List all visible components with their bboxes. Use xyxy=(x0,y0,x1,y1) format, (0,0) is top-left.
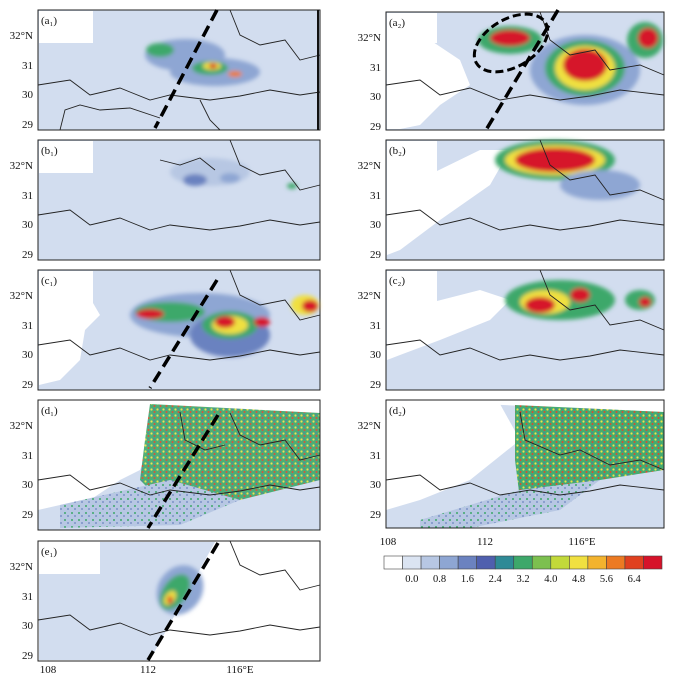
panel-label: (d₁) xyxy=(41,405,58,417)
colorbar-tick-label: 2.4 xyxy=(489,574,503,585)
colorbar-tick-label: 1.6 xyxy=(461,574,474,585)
latitude-tick-label: 31 xyxy=(370,450,381,462)
colorbar-segment xyxy=(643,555,663,570)
latitude-tick-label: 29 xyxy=(370,379,382,391)
latitude-tick-label: 31 xyxy=(370,62,381,74)
panel-a2: (a₂) xyxy=(385,9,665,131)
colorbar-segment xyxy=(513,555,533,570)
colorbar-segment xyxy=(624,555,644,570)
longitude-tick-label: 116°E xyxy=(568,536,595,548)
longitude-tick-labels: 108 108 112 112 116°E 116°E xyxy=(40,536,596,676)
longitude-tick-label: 116°E xyxy=(226,664,253,676)
latitude-tick-label: 29 xyxy=(22,249,34,261)
latitude-tick-label: 29 xyxy=(370,121,382,133)
panel-d2: (d₂) xyxy=(385,399,665,529)
panel-c2: (c₂) xyxy=(385,269,665,391)
colorbar: 0.0 0.8 1.6 2.4 3.2 4.0 4.8 5.6 6.4 xyxy=(383,555,663,585)
latitude-tick-label: 29 xyxy=(22,379,34,391)
colorbar-tick-label: 4.8 xyxy=(572,574,585,585)
colorbar-segment xyxy=(531,555,552,570)
colorbar-tick-label: 0.8 xyxy=(433,574,446,585)
colorbar-segment xyxy=(420,555,440,570)
latitude-tick-label: 29 xyxy=(22,119,34,131)
colorbar-segment xyxy=(606,555,626,570)
panel-label: (a₂) xyxy=(389,17,405,29)
colorbar-segment xyxy=(383,555,403,570)
latitude-tick-label: 32°N xyxy=(358,160,381,172)
colorbar-segment xyxy=(587,555,607,570)
latitude-tick-label: 30 xyxy=(22,89,34,101)
latitude-tick-label: 31 xyxy=(370,190,381,202)
colorbar-segment xyxy=(569,555,589,570)
latitude-tick-label: 32°N xyxy=(358,420,381,432)
colorbar-segment xyxy=(476,555,496,570)
latitude-tick-label: 32°N xyxy=(10,290,33,302)
latitude-tick-label: 32°N xyxy=(10,160,33,172)
latitude-tick-label: 30 xyxy=(22,620,34,632)
colorbar-segment xyxy=(402,555,422,570)
latitude-tick-label: 30 xyxy=(370,349,382,361)
latitude-tick-label: 30 xyxy=(22,219,34,231)
latitude-tick-label: 32°N xyxy=(10,561,33,573)
colorbar-segment xyxy=(550,555,570,570)
panel-label: (a₁) xyxy=(41,15,57,27)
panel-label: (b₂) xyxy=(389,145,406,157)
colorbar-tick-label: 4.0 xyxy=(544,574,557,585)
latitude-tick-label: 31 xyxy=(370,320,381,332)
colorbar-tick-label: 5.6 xyxy=(600,574,613,585)
longitude-tick-label: 112 xyxy=(477,536,493,548)
colorbar-segment xyxy=(494,555,515,570)
colorbar-segment xyxy=(439,555,459,570)
latitude-tick-label: 31 xyxy=(22,190,33,202)
longitude-tick-label: 112 xyxy=(140,664,156,676)
panel-label: (c₂) xyxy=(389,275,405,287)
colorbar-tick-label: 3.2 xyxy=(516,574,529,585)
latitude-tick-label: 30 xyxy=(22,349,34,361)
colorbar-tick-label: 6.4 xyxy=(628,574,642,585)
latitude-tick-label: 29 xyxy=(22,509,34,521)
longitude-tick-label: 108 xyxy=(40,664,57,676)
panel-b2: (b₂) xyxy=(385,139,665,261)
latitude-tick-label: 31 xyxy=(22,591,33,603)
latitude-tick-label: 30 xyxy=(370,479,382,491)
latitude-tick-label: 30 xyxy=(22,479,34,491)
latitude-tick-label: 32°N xyxy=(10,420,33,432)
latitude-tick-label: 29 xyxy=(370,509,382,521)
panel-label: (b₁) xyxy=(41,145,58,157)
panel-label: (e₁) xyxy=(41,546,57,558)
latitude-tick-label: 29 xyxy=(22,650,34,662)
colorbar-segment xyxy=(457,555,477,570)
latitude-tick-label: 32°N xyxy=(358,32,381,44)
panel-b1: (b₁) xyxy=(37,139,321,261)
panel-e1: (e₁) xyxy=(37,540,321,662)
latitude-tick-label: 31 xyxy=(22,320,33,332)
latitude-tick-label: 29 xyxy=(370,249,382,261)
latitude-tick-label: 31 xyxy=(22,450,33,462)
panel-label: (c₁) xyxy=(41,275,57,287)
latitude-tick-label: 30 xyxy=(370,219,382,231)
longitude-tick-label: 108 xyxy=(380,536,397,548)
latitude-tick-label: 32°N xyxy=(10,30,33,42)
latitude-tick-label: 30 xyxy=(370,91,382,103)
panel-label: (d₂) xyxy=(389,405,406,417)
panel-a1: (a₁) xyxy=(37,9,321,131)
panel-d1: (d₁) xyxy=(37,399,321,531)
latitude-tick-label: 31 xyxy=(22,60,33,72)
latitude-tick-label: 32°N xyxy=(358,290,381,302)
panel-c1: (c₁) xyxy=(37,269,321,391)
colorbar-tick-label: 0.0 xyxy=(405,574,418,585)
latitude-tick-labels: 32°N 31 30 29 32°N 31 30 29 32°N 31 30 29 32°N 31 30 29… xyxy=(10,30,382,662)
